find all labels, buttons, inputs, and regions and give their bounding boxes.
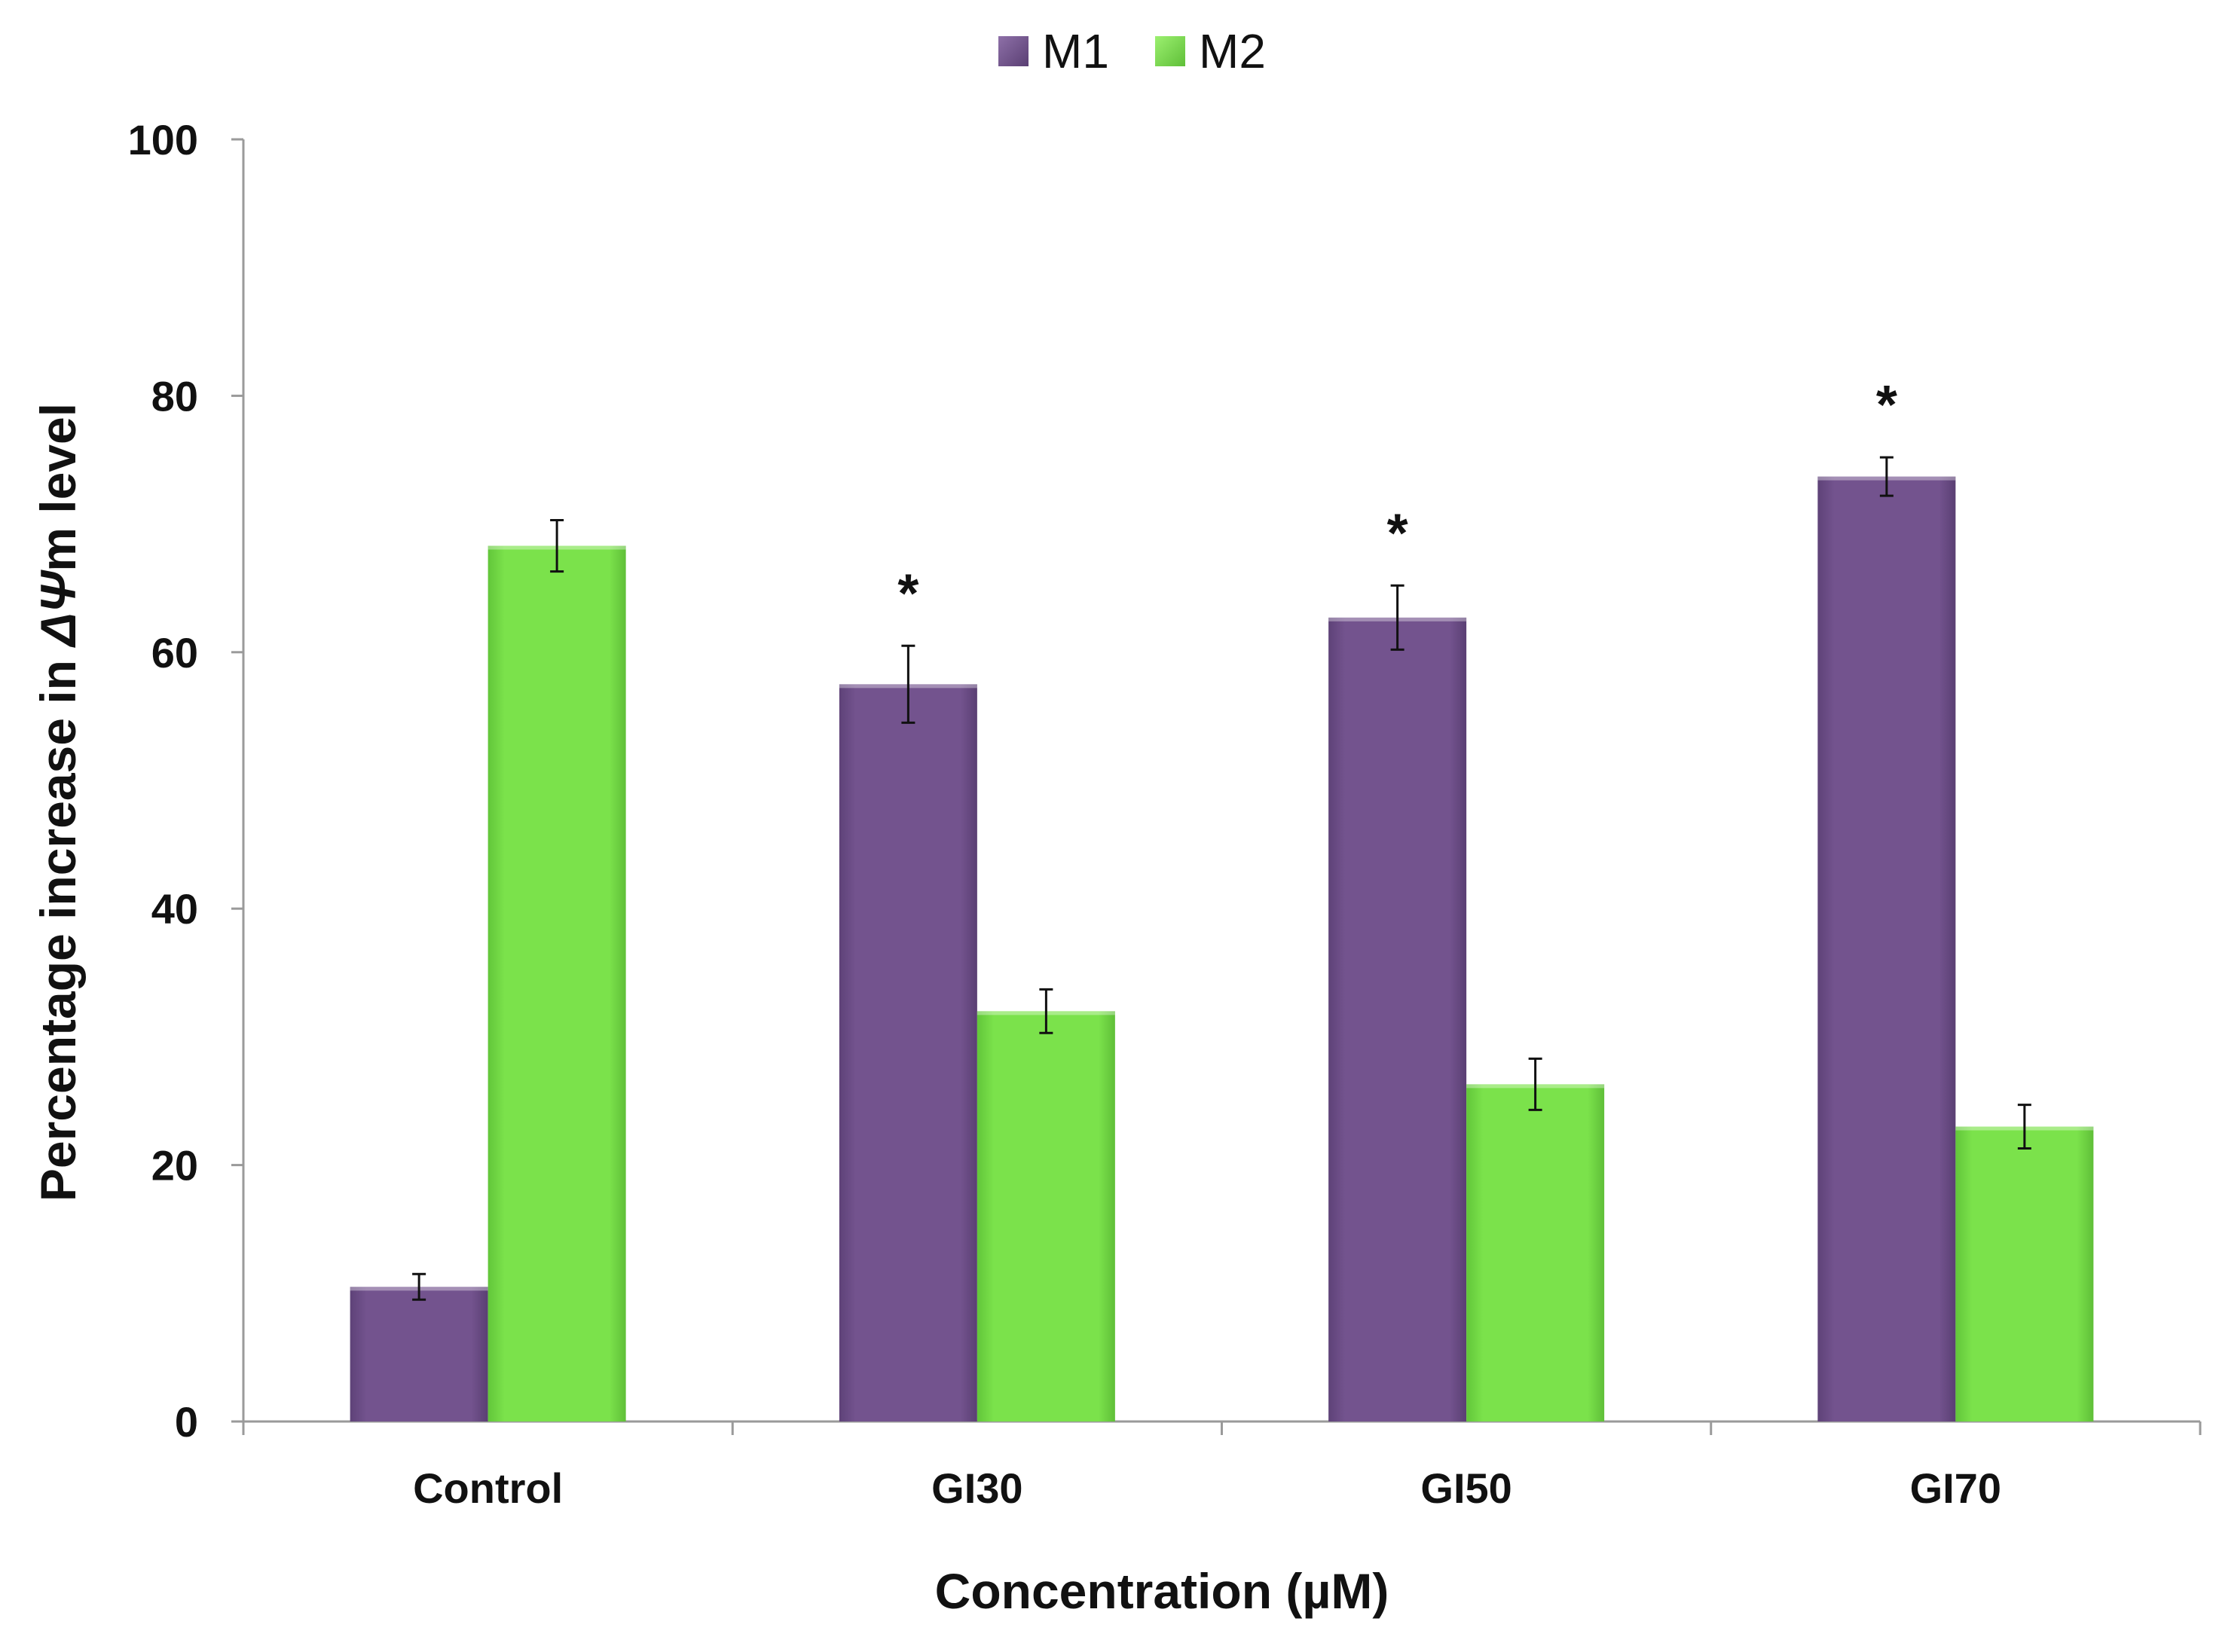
y-tick-label: 80 bbox=[151, 372, 198, 420]
legend-label-m2: M2 bbox=[1199, 24, 1266, 78]
bar-m2-gi70 bbox=[1955, 1126, 2094, 1421]
y-axis-title: Percentage increase in ΔΨm level bbox=[30, 403, 86, 1202]
legend: M1 M2 bbox=[998, 24, 1266, 78]
category-label: GI30 bbox=[931, 1464, 1022, 1512]
bars bbox=[350, 476, 2094, 1422]
bar-m2-gi50 bbox=[1466, 1084, 1605, 1421]
significance-marker: * bbox=[1387, 503, 1408, 563]
bar-m2-control bbox=[488, 545, 626, 1422]
y-tick-label: 20 bbox=[151, 1142, 198, 1189]
bar-m1-gi70 bbox=[1817, 476, 1956, 1421]
significance-marker: * bbox=[897, 563, 918, 624]
significance-marker: * bbox=[1876, 375, 1897, 435]
y-tick-label: 0 bbox=[175, 1398, 198, 1446]
bar-m1-control bbox=[350, 1287, 488, 1421]
bar-m1-gi30 bbox=[839, 684, 977, 1421]
y-ticks: 0 20 40 60 80 100 bbox=[128, 116, 243, 1446]
annotations: * * * bbox=[897, 375, 1897, 624]
category-label: GI50 bbox=[1420, 1464, 1511, 1512]
legend-swatch-m2 bbox=[1155, 36, 1185, 66]
y-tick-label: 100 bbox=[128, 116, 198, 163]
x-axis-title: Concentration (µM) bbox=[935, 1563, 1389, 1619]
category-label: Control bbox=[413, 1464, 563, 1512]
category-label: GI70 bbox=[1910, 1464, 2001, 1512]
legend-label-m1: M1 bbox=[1042, 24, 1109, 78]
x-ticks: Control GI30 GI50 GI70 bbox=[242, 1421, 2202, 1512]
y-tick-label: 40 bbox=[151, 885, 198, 933]
bar-m1-gi50 bbox=[1328, 617, 1467, 1422]
error-bars bbox=[412, 456, 2031, 1301]
legend-swatch-m1 bbox=[998, 36, 1029, 66]
y-tick-label: 60 bbox=[151, 629, 198, 676]
bar-m2-gi30 bbox=[977, 1011, 1115, 1421]
